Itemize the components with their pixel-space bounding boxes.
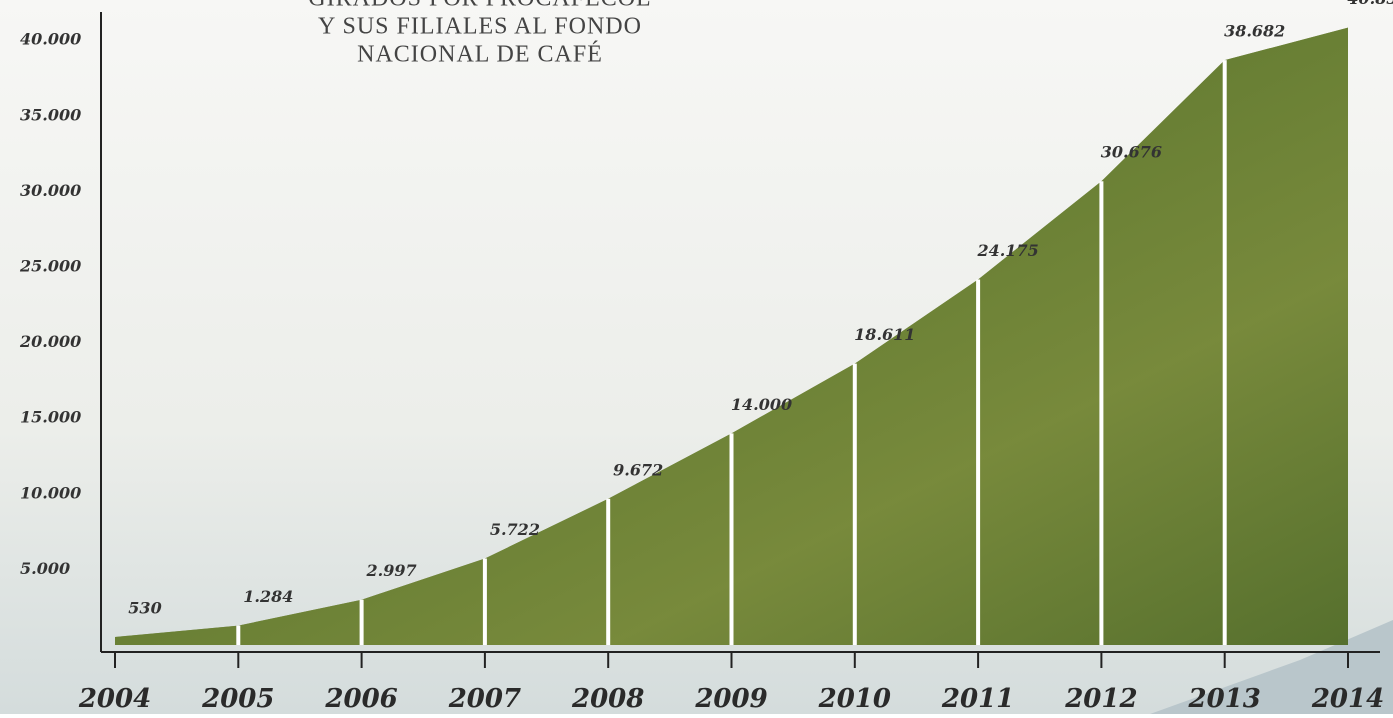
y-tick-label: 25.000: [19, 257, 81, 276]
y-tick-label: 5.000: [20, 559, 70, 578]
value-label: 530: [128, 598, 161, 617]
value-label: 1.284: [243, 587, 293, 606]
y-tick-label: 10.000: [20, 483, 81, 502]
x-tick-label: 2014: [1311, 684, 1384, 714]
value-label: 40.838: [1347, 0, 1393, 8]
x-tick-label: 2006: [324, 684, 397, 714]
x-tick-label: 2011: [941, 684, 1014, 714]
x-tick-label: 2010: [818, 684, 891, 714]
x-tick-label: 2005: [201, 684, 274, 714]
y-tick-label: 40.000: [20, 30, 81, 49]
hill: [1150, 620, 1393, 714]
value-label: 5.722: [490, 520, 540, 539]
x-tick-label: 2008: [571, 684, 644, 714]
value-label: 24.175: [976, 241, 1038, 260]
y-tick-label: 35.000: [20, 105, 81, 124]
value-label: 38.682: [1224, 22, 1285, 41]
x-tick-label: 2009: [694, 684, 767, 714]
value-label: 18.611: [854, 325, 915, 344]
chart-title: NACIONAL DE CAFÉ: [357, 42, 603, 68]
chart-title: GIRADOS POR PROCAFECOL: [308, 0, 651, 12]
area-texture: [115, 27, 1348, 645]
x-tick-label: 2012: [1064, 684, 1137, 714]
value-label: 9.672: [613, 460, 663, 479]
x-tick-label: 2007: [448, 684, 521, 714]
chart-title: Y SUS FILIALES AL FONDO: [318, 14, 642, 40]
value-label: 30.676: [1101, 143, 1162, 162]
y-tick-label: 30.000: [20, 181, 81, 200]
y-tick-label: 20.000: [19, 332, 81, 351]
y-tick-label: 15.000: [20, 408, 81, 427]
value-label: 2.997: [366, 561, 417, 580]
value-label: 14.000: [731, 395, 792, 414]
x-tick-label: 2004: [78, 684, 151, 714]
x-tick-label: 2013: [1188, 684, 1261, 714]
